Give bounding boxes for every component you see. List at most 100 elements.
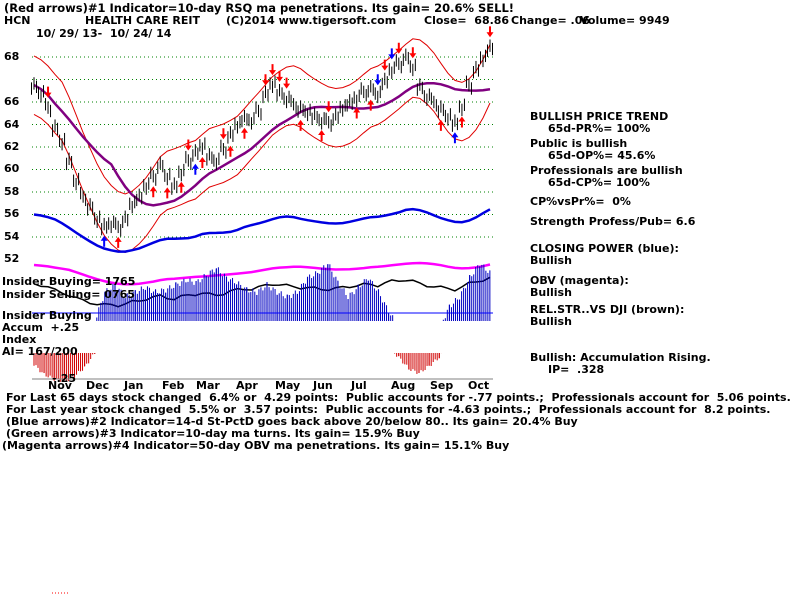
blue-up-arrow-head bbox=[451, 132, 459, 138]
red-up-arrow-head bbox=[241, 127, 248, 133]
accum-status: Bullish: Accumulation Rising. bbox=[530, 351, 711, 364]
y-tick-68: 68 bbox=[4, 50, 20, 63]
obv-path bbox=[33, 261, 491, 286]
pr-value: 65d-PR%= 100% bbox=[548, 122, 651, 135]
ticker: HCN bbox=[4, 14, 31, 27]
ma-line bbox=[33, 82, 491, 207]
stock-name: HEALTH CARE REIT bbox=[85, 14, 200, 27]
footer-line-4: (Green arrows)#3 Indicator=10-day ma tur… bbox=[6, 427, 420, 440]
blue-down-arrow-head bbox=[374, 80, 382, 86]
red-up-arrow-head bbox=[163, 187, 171, 193]
obv-status: Bullish bbox=[530, 286, 572, 299]
trend-title: BULLISH PRICE TREND bbox=[530, 110, 669, 123]
red-down-arrow-head bbox=[269, 70, 276, 76]
ai-label: AI= 167/200 bbox=[2, 345, 78, 358]
red-down-arrow-head bbox=[276, 76, 283, 82]
y-tick-52: 52 bbox=[4, 252, 20, 265]
y-tick-58: 58 bbox=[4, 185, 20, 198]
obv-label: OBV (magenta): bbox=[530, 274, 629, 287]
upper-band bbox=[33, 38, 491, 195]
red-down-arrow-head bbox=[184, 145, 192, 151]
month-nov: Nov bbox=[48, 379, 72, 392]
insider-buying-2: Insider Buying bbox=[2, 309, 92, 322]
month-aug: Aug bbox=[391, 379, 416, 392]
month-apr: Apr bbox=[236, 379, 258, 392]
red-down-arrow-head bbox=[381, 65, 389, 71]
red-down-arrow-head bbox=[325, 107, 333, 113]
price-bars bbox=[31, 39, 493, 237]
blue-up-arrow-head bbox=[191, 163, 199, 169]
red-down-arrow-head bbox=[219, 134, 227, 140]
red-up-arrow-head bbox=[353, 107, 361, 113]
footer-line-2: For Last year stock changed 5.5% or 3.57… bbox=[6, 403, 771, 416]
month-jul: Jul bbox=[351, 379, 367, 392]
closing-power-status: Bullish bbox=[530, 254, 572, 267]
relstr-path bbox=[33, 276, 491, 308]
insider-buying: Insider Buying= 1765 bbox=[2, 275, 136, 288]
red-down-arrow-head bbox=[44, 92, 52, 98]
month-oct: Oct bbox=[468, 379, 490, 392]
y-tick-64: 64 bbox=[4, 118, 20, 131]
red-up-arrow-head bbox=[226, 145, 234, 151]
insider-selling: Insider Selling= 0765 bbox=[2, 288, 135, 301]
red-down-arrow-head bbox=[395, 48, 403, 54]
date-range: 10/ 29/ 13- 10/ 24/ 14 bbox=[36, 27, 172, 40]
y-tick-54: 54 bbox=[4, 230, 20, 243]
close-value: Close= 68.86 bbox=[424, 14, 510, 27]
y-tick-60: 60 bbox=[4, 162, 20, 175]
red-down-arrow-head bbox=[283, 83, 291, 89]
lower-band bbox=[33, 96, 491, 254]
y-tick-56: 56 bbox=[4, 207, 20, 220]
red-up-arrow-head bbox=[149, 186, 157, 192]
month-sep: Sep bbox=[430, 379, 454, 392]
copyright: (C)2014 www.tigersoft.com bbox=[226, 14, 397, 27]
closing-power-line bbox=[33, 207, 491, 253]
relstr-label: REL.STR..VS DJI (brown): bbox=[530, 303, 685, 316]
op-value: 65d-OP%= 45.6% bbox=[548, 149, 656, 162]
y-tick-66: 66 bbox=[4, 95, 20, 108]
footer-line-3: (Blue arrows)#2 Indicator=14-d St-PctD g… bbox=[6, 415, 578, 428]
red-up-arrow-head bbox=[177, 181, 185, 187]
red-down-arrow-head bbox=[262, 80, 269, 86]
closing-power-label: CLOSING POWER (blue): bbox=[530, 242, 679, 255]
red-up-arrow-head bbox=[458, 116, 466, 122]
moving-average-50 bbox=[33, 82, 491, 207]
red-up-arrow-head bbox=[367, 99, 375, 105]
accumulation-histogram bbox=[33, 264, 491, 383]
cpvspr-value: CP%vsPr%= 0% bbox=[530, 195, 631, 208]
red-down-arrow-head bbox=[409, 53, 417, 59]
signal-arrows bbox=[44, 26, 494, 248]
red-up-arrow-head bbox=[297, 119, 305, 125]
month-dec: Dec bbox=[86, 379, 110, 392]
month-jan: Jan bbox=[124, 379, 144, 392]
bollinger-bands bbox=[33, 38, 491, 254]
price-grid bbox=[32, 56, 493, 238]
strength-value: Strength Profess/Pub= 6.6 bbox=[530, 215, 696, 228]
footer-line-1: For Last 65 days stock changed 6.4% or 4… bbox=[6, 391, 791, 404]
blue-down-arrow-head bbox=[388, 54, 396, 60]
red-up-arrow-head bbox=[437, 119, 445, 125]
accum-minus-label: -.25 bbox=[52, 372, 77, 385]
red-up-arrow-head bbox=[198, 157, 206, 162]
indicator-line: (Red arrows)#1 Indicator=10-day RSQ ma p… bbox=[4, 1, 515, 15]
public-status: Public is bullish bbox=[530, 137, 628, 150]
closing-power-path bbox=[33, 207, 491, 253]
red-up-arrow-head bbox=[114, 236, 122, 242]
month-mar: Mar bbox=[196, 379, 220, 392]
accum-label: Accum +.25 bbox=[2, 321, 80, 334]
cp-value: 65d-CP%= 100% bbox=[548, 176, 650, 189]
footer-line-5: (Magenta arrows)#4 Indicator=50-day OBV … bbox=[2, 439, 510, 452]
month-may: May bbox=[275, 379, 301, 392]
volume-value: Volume= 9949 bbox=[580, 14, 670, 27]
red-down-arrow-head bbox=[486, 32, 494, 38]
relstr-status: Bullish bbox=[530, 315, 572, 328]
month-feb: Feb bbox=[162, 379, 185, 392]
month-jun: Jun bbox=[313, 379, 333, 392]
red-up-arrow-head bbox=[318, 130, 326, 135]
relative-strength-line bbox=[33, 276, 491, 308]
y-tick-62: 62 bbox=[4, 140, 20, 153]
pros-status: Professionals are bullish bbox=[530, 164, 683, 177]
change-value: Change= .06 bbox=[511, 14, 591, 27]
obv-line bbox=[33, 261, 491, 286]
